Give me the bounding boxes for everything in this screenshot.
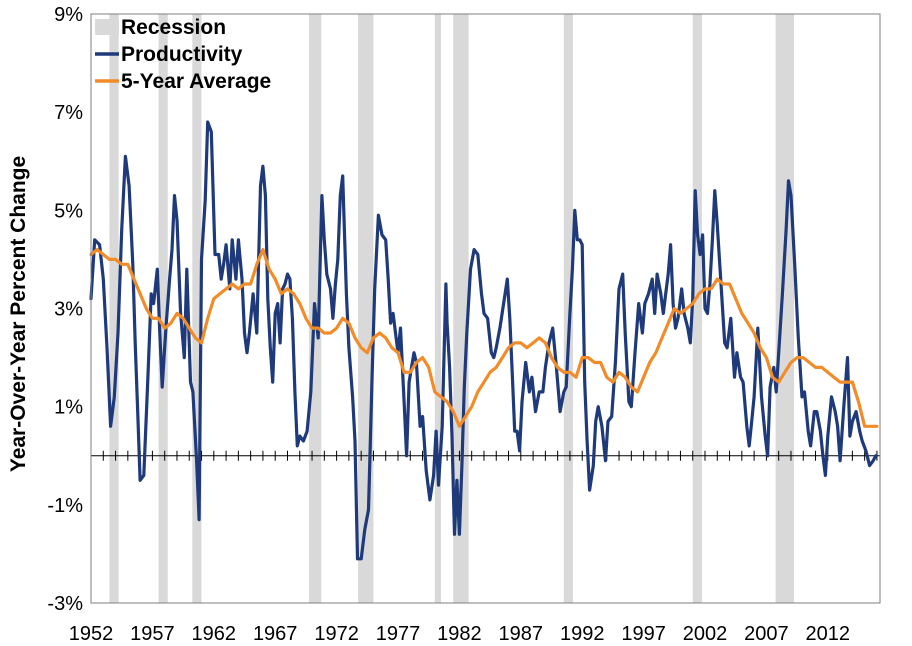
y-tick-label: 5%	[54, 200, 83, 222]
legend: Recession Productivity 5-Year Average	[95, 16, 271, 93]
recession-band-5	[434, 14, 441, 603]
recession-band-9	[775, 14, 795, 603]
y-tick-label: -3%	[47, 593, 83, 615]
plot-frame	[90, 13, 881, 604]
zero-axis	[90, 450, 880, 461]
x-tick-label: 1957	[130, 623, 175, 645]
legend-label: 5-Year Average	[121, 70, 271, 93]
x-tick-label: 1997	[621, 623, 666, 645]
x-tick-label: 2007	[744, 623, 789, 645]
recession-band-1	[158, 14, 168, 603]
recession-band-0	[109, 14, 119, 603]
legend-swatch-recession	[95, 19, 119, 35]
x-tick-labels: 1952 1957 1962 1967 1972 1977 1982 1987 1992 1997…	[69, 623, 850, 645]
x-tick-label: 2012	[806, 623, 851, 645]
series-line-productivity	[89, 120, 878, 561]
y-axis-title: Year-Over-Year Percent Change	[7, 156, 30, 472]
x-tick-label: 1952	[69, 623, 114, 645]
recession-band-8	[692, 14, 702, 603]
x-tick-label: 1992	[560, 623, 605, 645]
y-tick-label: 3%	[54, 299, 83, 321]
legend-label: Recession	[121, 16, 226, 39]
x-tick-label: 1987	[499, 623, 544, 645]
y-tick-label: 9%	[54, 4, 83, 26]
series-line-five-year-average	[89, 248, 879, 428]
recession-band-2	[192, 14, 202, 603]
recession-band-4	[358, 14, 374, 603]
x-tick-label: 1967	[253, 623, 298, 645]
y-tick-label: -1%	[47, 495, 83, 517]
x-tick-label: 1977	[376, 623, 421, 645]
legend-label: Productivity	[121, 43, 243, 66]
x-tick-label: 1972	[314, 623, 359, 645]
x-tick-label: 1982	[437, 623, 482, 645]
x-tick-label: 2002	[683, 623, 728, 645]
x-tick-label: 1962	[192, 623, 237, 645]
y-tick-label: 1%	[54, 397, 83, 419]
y-tick-labels: -3% -1% 1% 3% 5% 7% 9%	[47, 4, 83, 615]
series-lines	[89, 120, 879, 561]
recession-band-7	[563, 14, 573, 603]
y-tick-label: 7%	[54, 102, 83, 124]
